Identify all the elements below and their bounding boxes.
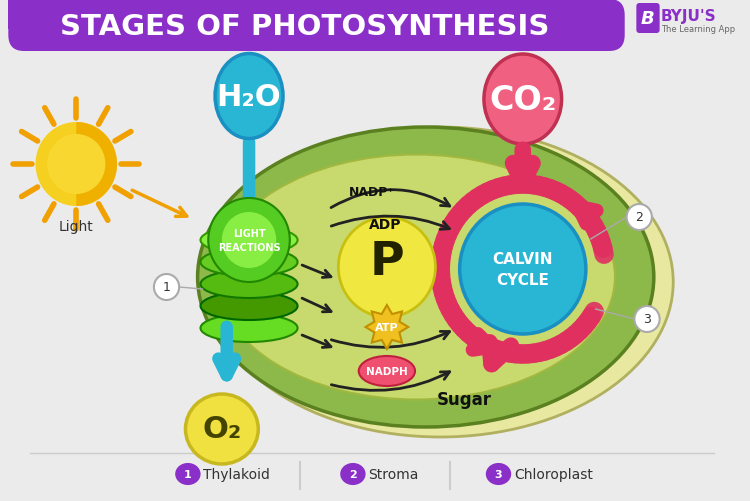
Ellipse shape [200,293,298,320]
Ellipse shape [358,356,415,386]
Ellipse shape [217,155,615,400]
Circle shape [47,135,106,194]
Text: 2: 2 [349,469,357,479]
Ellipse shape [176,464,200,484]
Text: 1: 1 [163,281,170,294]
Ellipse shape [200,226,298,255]
Text: BYJU'S: BYJU'S [661,10,716,25]
Circle shape [634,307,660,332]
Ellipse shape [200,314,298,342]
Text: ADP: ADP [369,217,401,231]
Bar [8,0,38,30]
Text: 1: 1 [184,469,192,479]
Text: ATP: ATP [375,322,399,332]
Ellipse shape [200,271,298,299]
Text: P: P [370,240,404,285]
Text: Light: Light [59,219,94,233]
Text: NADP⁺: NADP⁺ [350,186,395,199]
Circle shape [154,275,179,301]
Ellipse shape [487,464,510,484]
Circle shape [338,217,436,317]
Text: STAGES OF PHOTOSYNTHESIS: STAGES OF PHOTOSYNTHESIS [60,13,549,41]
Text: Chloroplast: Chloroplast [514,467,593,481]
Text: 3: 3 [495,469,502,479]
Text: The Learning App: The Learning App [661,26,735,35]
Text: 2: 2 [635,211,644,224]
Text: B: B [641,10,655,28]
Text: Sugar: Sugar [437,390,492,408]
Text: CALVIN
CYCLE: CALVIN CYCLE [493,252,553,288]
Text: CO₂: CO₂ [489,83,556,116]
Text: LIGHT
REACTIONS: LIGHT REACTIONS [217,229,280,252]
Circle shape [460,204,586,334]
Circle shape [222,212,276,269]
Wedge shape [76,123,117,206]
Ellipse shape [197,128,654,427]
Ellipse shape [207,128,674,437]
Ellipse shape [341,464,364,484]
Text: Stroma: Stroma [368,467,419,481]
Text: Thylakoid: Thylakoid [203,467,270,481]
FancyBboxPatch shape [636,4,660,34]
FancyBboxPatch shape [8,0,625,52]
Ellipse shape [185,394,258,464]
Circle shape [209,198,290,283]
Polygon shape [365,306,408,349]
Circle shape [35,123,117,206]
Text: H₂O: H₂O [217,82,281,111]
Text: O₂: O₂ [202,415,242,443]
Ellipse shape [484,55,562,145]
Circle shape [627,204,652,230]
Ellipse shape [200,248,298,277]
Text: NADPH: NADPH [366,366,408,376]
Ellipse shape [215,55,283,139]
Text: 3: 3 [643,313,651,326]
